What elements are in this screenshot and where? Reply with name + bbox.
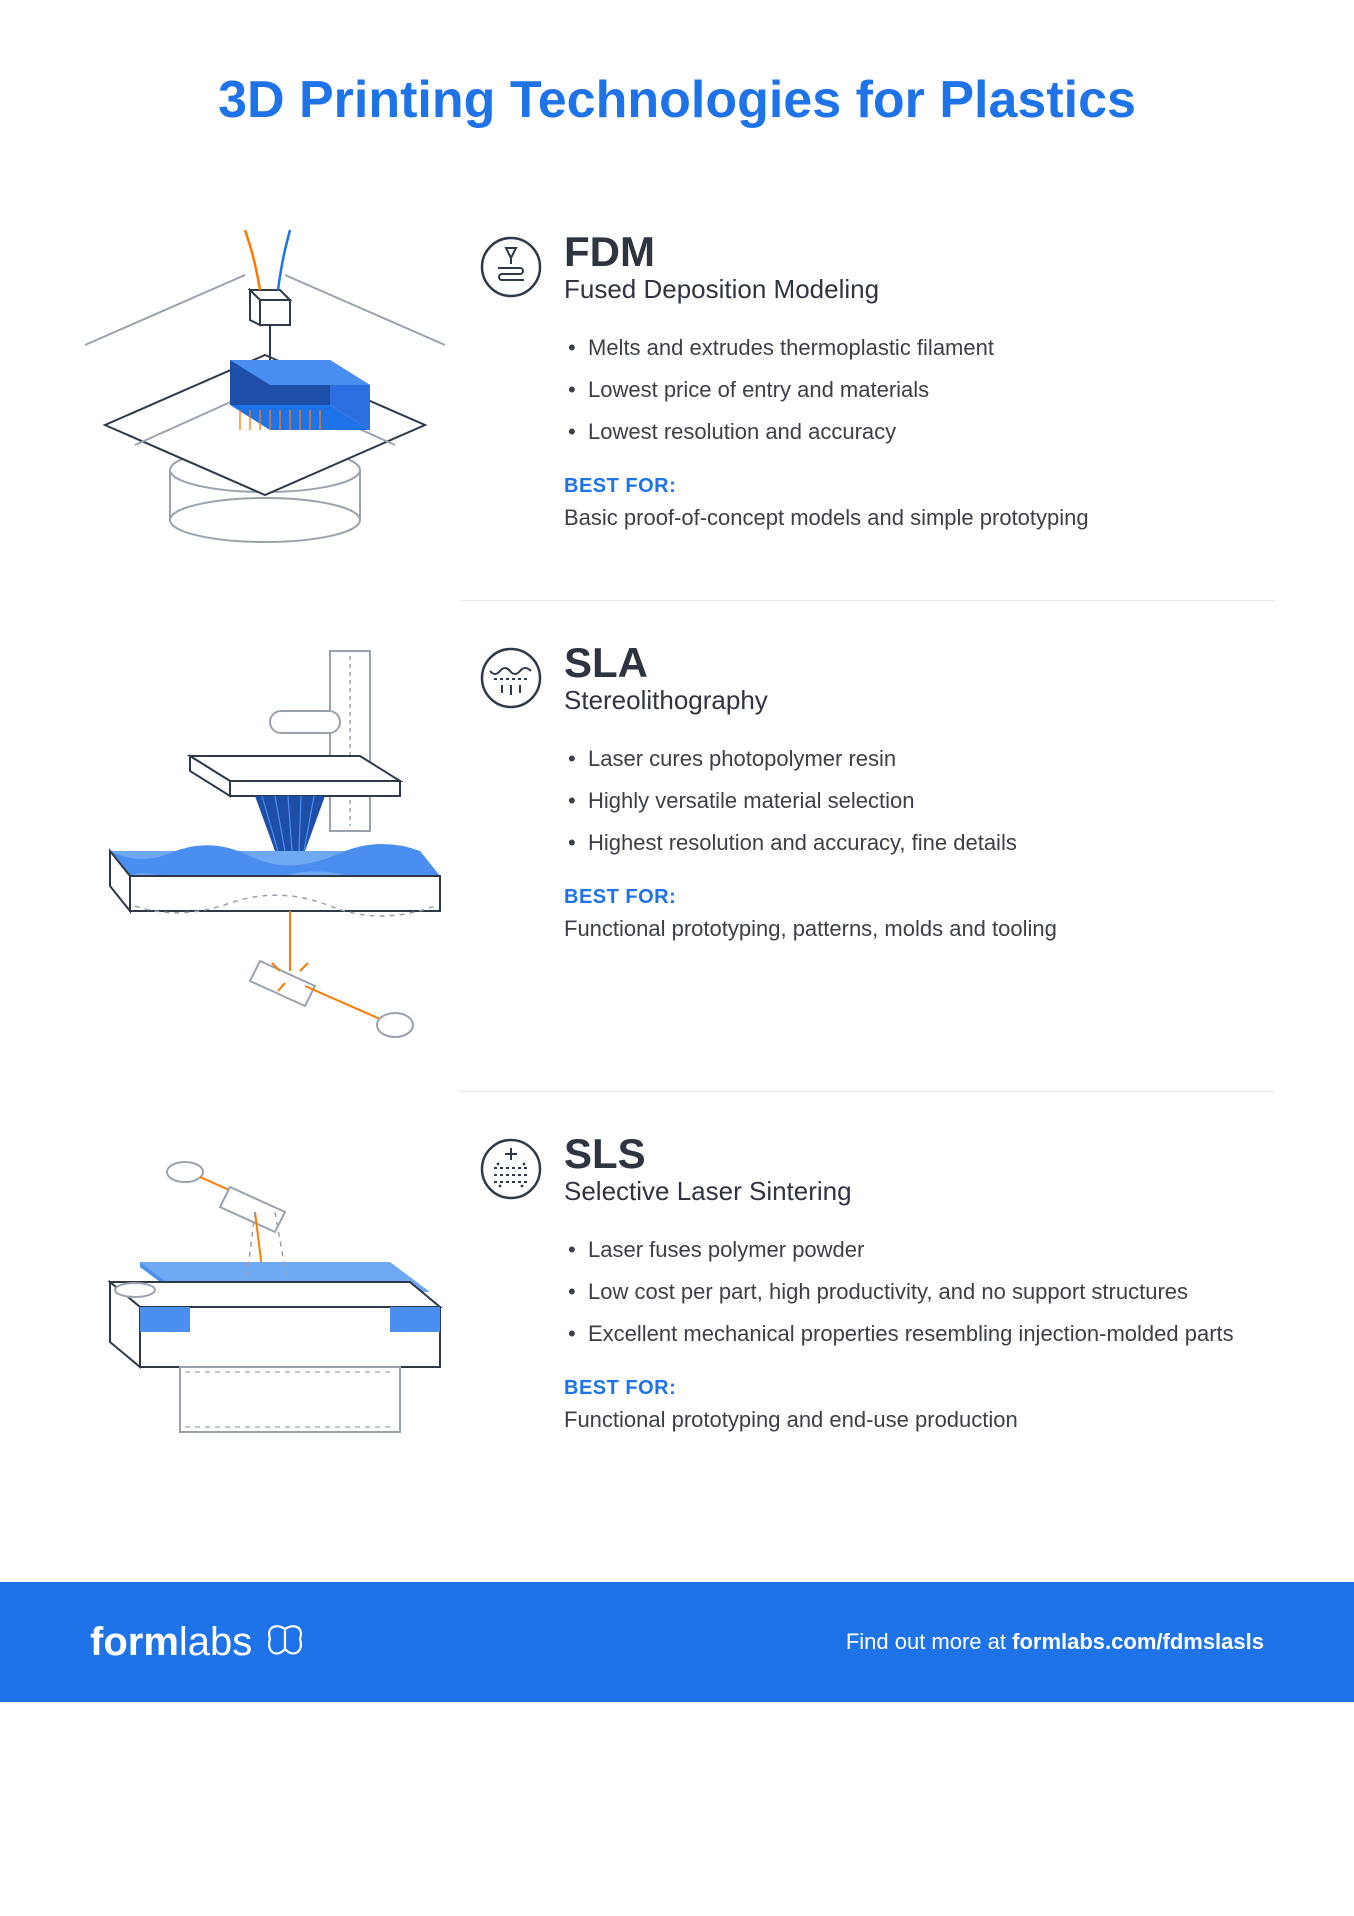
sla-printer-illustration — [80, 641, 450, 1041]
fdm-extrusion-icon — [480, 236, 542, 298]
bullet: Lowest price of entry and materials — [564, 373, 1274, 407]
bullet: Excellent mechanical properties resembli… — [564, 1317, 1274, 1351]
bullet: Laser fuses polymer powder — [564, 1233, 1274, 1267]
page-title: 3D Printing Technologies for Plastics — [0, 70, 1354, 130]
bestfor-text: Basic proof-of-concept models and simple… — [564, 502, 1274, 534]
bullets-sls: Laser fuses polymer powder Low cost per … — [564, 1233, 1274, 1351]
acronym-sla: SLA — [564, 641, 1274, 685]
bullet: Low cost per part, high productivity, an… — [564, 1275, 1274, 1309]
sla-resin-icon — [480, 647, 542, 709]
brand-logo: formlabs — [90, 1620, 306, 1665]
text-fdm: FDM Fused Deposition Modeling Melts and … — [564, 230, 1274, 534]
fullname-fdm: Fused Deposition Modeling — [564, 274, 1274, 305]
text-sls: SLS Selective Laser Sintering Laser fuse… — [564, 1132, 1274, 1436]
illustration-sla — [80, 641, 450, 1041]
bullet: Melts and extrudes thermoplastic filamen… — [564, 331, 1274, 365]
illustration-fdm — [80, 230, 450, 550]
fullname-sla: Stereolithography — [564, 685, 1274, 716]
brand-bold: form — [90, 1620, 179, 1664]
bestfor-text: Functional prototyping, patterns, molds … — [564, 913, 1274, 945]
fullname-sls: Selective Laser Sintering — [564, 1176, 1274, 1207]
brand-light: labs — [179, 1620, 252, 1664]
section-sls: SLS Selective Laser Sintering Laser fuse… — [0, 1092, 1354, 1522]
sls-printer-illustration — [80, 1132, 450, 1472]
bullet: Highly versatile material selection — [564, 784, 1274, 818]
cta-url: formlabs.com/fdmslasls — [1012, 1629, 1264, 1654]
bullet: Highest resolution and accuracy, fine de… — [564, 826, 1274, 860]
acronym-fdm: FDM — [564, 230, 1274, 274]
bestfor-text: Functional prototyping and end-use produ… — [564, 1404, 1274, 1436]
content-sla: SLA Stereolithography Laser cures photop… — [450, 641, 1274, 945]
butterfly-icon — [264, 1621, 306, 1663]
text-sla: SLA Stereolithography Laser cures photop… — [564, 641, 1274, 945]
content-sls: SLS Selective Laser Sintering Laser fuse… — [450, 1132, 1274, 1436]
section-fdm: FDM Fused Deposition Modeling Melts and … — [0, 190, 1354, 600]
bullet: Lowest resolution and accuracy — [564, 415, 1274, 449]
infographic-page: 3D Printing Technologies for Plastics — [0, 0, 1354, 1702]
illustration-sls — [80, 1132, 450, 1472]
cta-prefix: Find out more at — [846, 1629, 1012, 1654]
bullets-sla: Laser cures photopolymer resin Highly ve… — [564, 742, 1274, 860]
bestfor-label: BEST FOR: — [564, 1377, 1274, 1400]
bullet: Laser cures photopolymer resin — [564, 742, 1274, 776]
bullets-fdm: Melts and extrudes thermoplastic filamen… — [564, 331, 1274, 449]
section-sla: SLA Stereolithography Laser cures photop… — [0, 601, 1354, 1091]
fdm-printer-illustration — [80, 230, 450, 550]
bestfor-label: BEST FOR: — [564, 886, 1274, 909]
content-fdm: FDM Fused Deposition Modeling Melts and … — [450, 230, 1274, 534]
footer-bar: formlabs Find out more at formlabs.com/f… — [0, 1582, 1354, 1702]
footer-cta: Find out more at formlabs.com/fdmslasls — [846, 1629, 1264, 1655]
acronym-sls: SLS — [564, 1132, 1274, 1176]
sls-powder-icon — [480, 1138, 542, 1200]
bestfor-label: BEST FOR: — [564, 475, 1274, 498]
